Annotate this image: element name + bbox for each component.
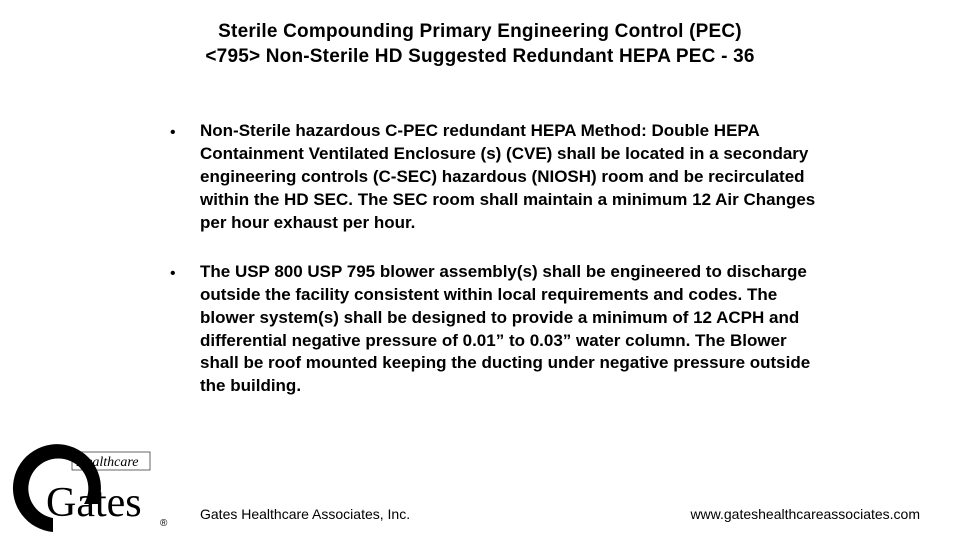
bullet-marker: •	[170, 120, 200, 235]
gates-logo: Healthcare Gates ®	[8, 444, 178, 534]
bullet-item: • The USP 800 USP 795 blower assembly(s)…	[170, 261, 820, 399]
bullet-item: • Non-Sterile hazardous C-PEC redundant …	[170, 120, 820, 235]
footer: Gates Healthcare Associates, Inc. www.ga…	[200, 506, 920, 522]
gates-logo-svg: Healthcare Gates ®	[8, 444, 178, 534]
title-line-2: <795> Non-Sterile HD Suggested Redundant…	[205, 46, 754, 67]
registered-mark-icon: ®	[160, 518, 168, 529]
bullet-text: The USP 800 USP 795 blower assembly(s) s…	[200, 261, 820, 399]
title-line-1: Sterile Compounding Primary Engineering …	[218, 21, 742, 42]
bullet-marker: •	[170, 261, 200, 399]
slide-title: Sterile Compounding Primary Engineering …	[140, 20, 820, 69]
bullet-text: Non-Sterile hazardous C-PEC redundant HE…	[200, 120, 820, 235]
logo-main-text: Gates	[46, 480, 142, 526]
footer-company: Gates Healthcare Associates, Inc.	[200, 506, 410, 522]
footer-url: www.gateshealthcareassociates.com	[690, 506, 920, 522]
body-content: • Non-Sterile hazardous C-PEC redundant …	[170, 120, 820, 424]
slide: Sterile Compounding Primary Engineering …	[0, 0, 960, 540]
logo-top-text: Healthcare	[75, 455, 138, 470]
